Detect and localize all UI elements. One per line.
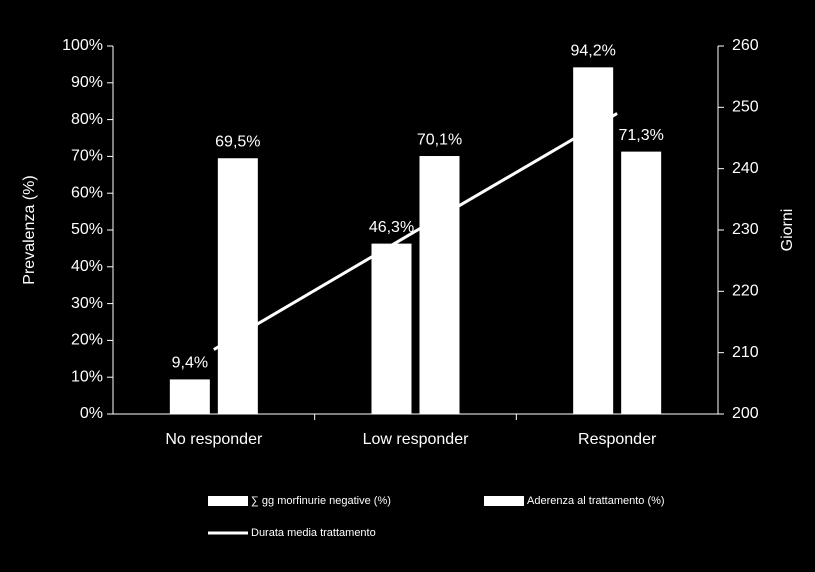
x-tick-label: No responder [165,431,263,448]
y-tick-label: 30% [71,295,103,312]
bar [573,67,614,415]
y-tick-label: 60% [71,184,103,201]
legend-label: Durata media trattamento [251,527,376,539]
y-tick-label: 20% [71,332,103,349]
bar [371,243,412,414]
legend-label: ∑ gg morfinurie negative (%) [251,495,391,507]
y2-tick-label: 240 [732,160,759,177]
line [213,112,618,351]
data-label: 70,1% [417,131,462,148]
y-tick-label: 100% [62,37,103,54]
data-label: 94,2% [570,43,615,60]
y2-tick-label: 220 [732,283,759,300]
y2-tick-label: 250 [732,99,759,116]
y2-tick-label: 210 [732,344,759,361]
x-tick-label: Responder [578,431,657,448]
data-label: 46,3% [369,219,414,236]
y-tick-label: 90% [71,74,103,91]
y-tick-label: 80% [71,111,103,128]
x-tick-label: Low responder [363,431,470,448]
y2-tick-label: 200 [732,405,759,422]
bar [217,158,258,414]
legend-label: Aderenza al trattamento (%) [527,495,665,507]
y2-tick-label: 260 [732,37,759,54]
y2-tick-label: 230 [732,221,759,238]
y-axis-title: Prevalenza (%) [21,175,38,284]
bar [419,156,460,415]
y2-axis-title: Giorni [779,209,796,252]
bar [169,379,210,414]
y-tick-label: 0% [80,405,103,422]
legend-swatch [208,496,248,506]
data-label: 71,3% [618,127,663,144]
data-label: 9,4% [172,355,208,372]
y-tick-label: 50% [71,221,103,238]
y-tick-label: 70% [71,148,103,165]
y-tick-label: 40% [71,258,103,275]
legend-swatch [484,496,524,506]
y-tick-label: 10% [71,368,103,385]
bar [621,151,662,414]
data-label: 69,5% [215,133,260,150]
